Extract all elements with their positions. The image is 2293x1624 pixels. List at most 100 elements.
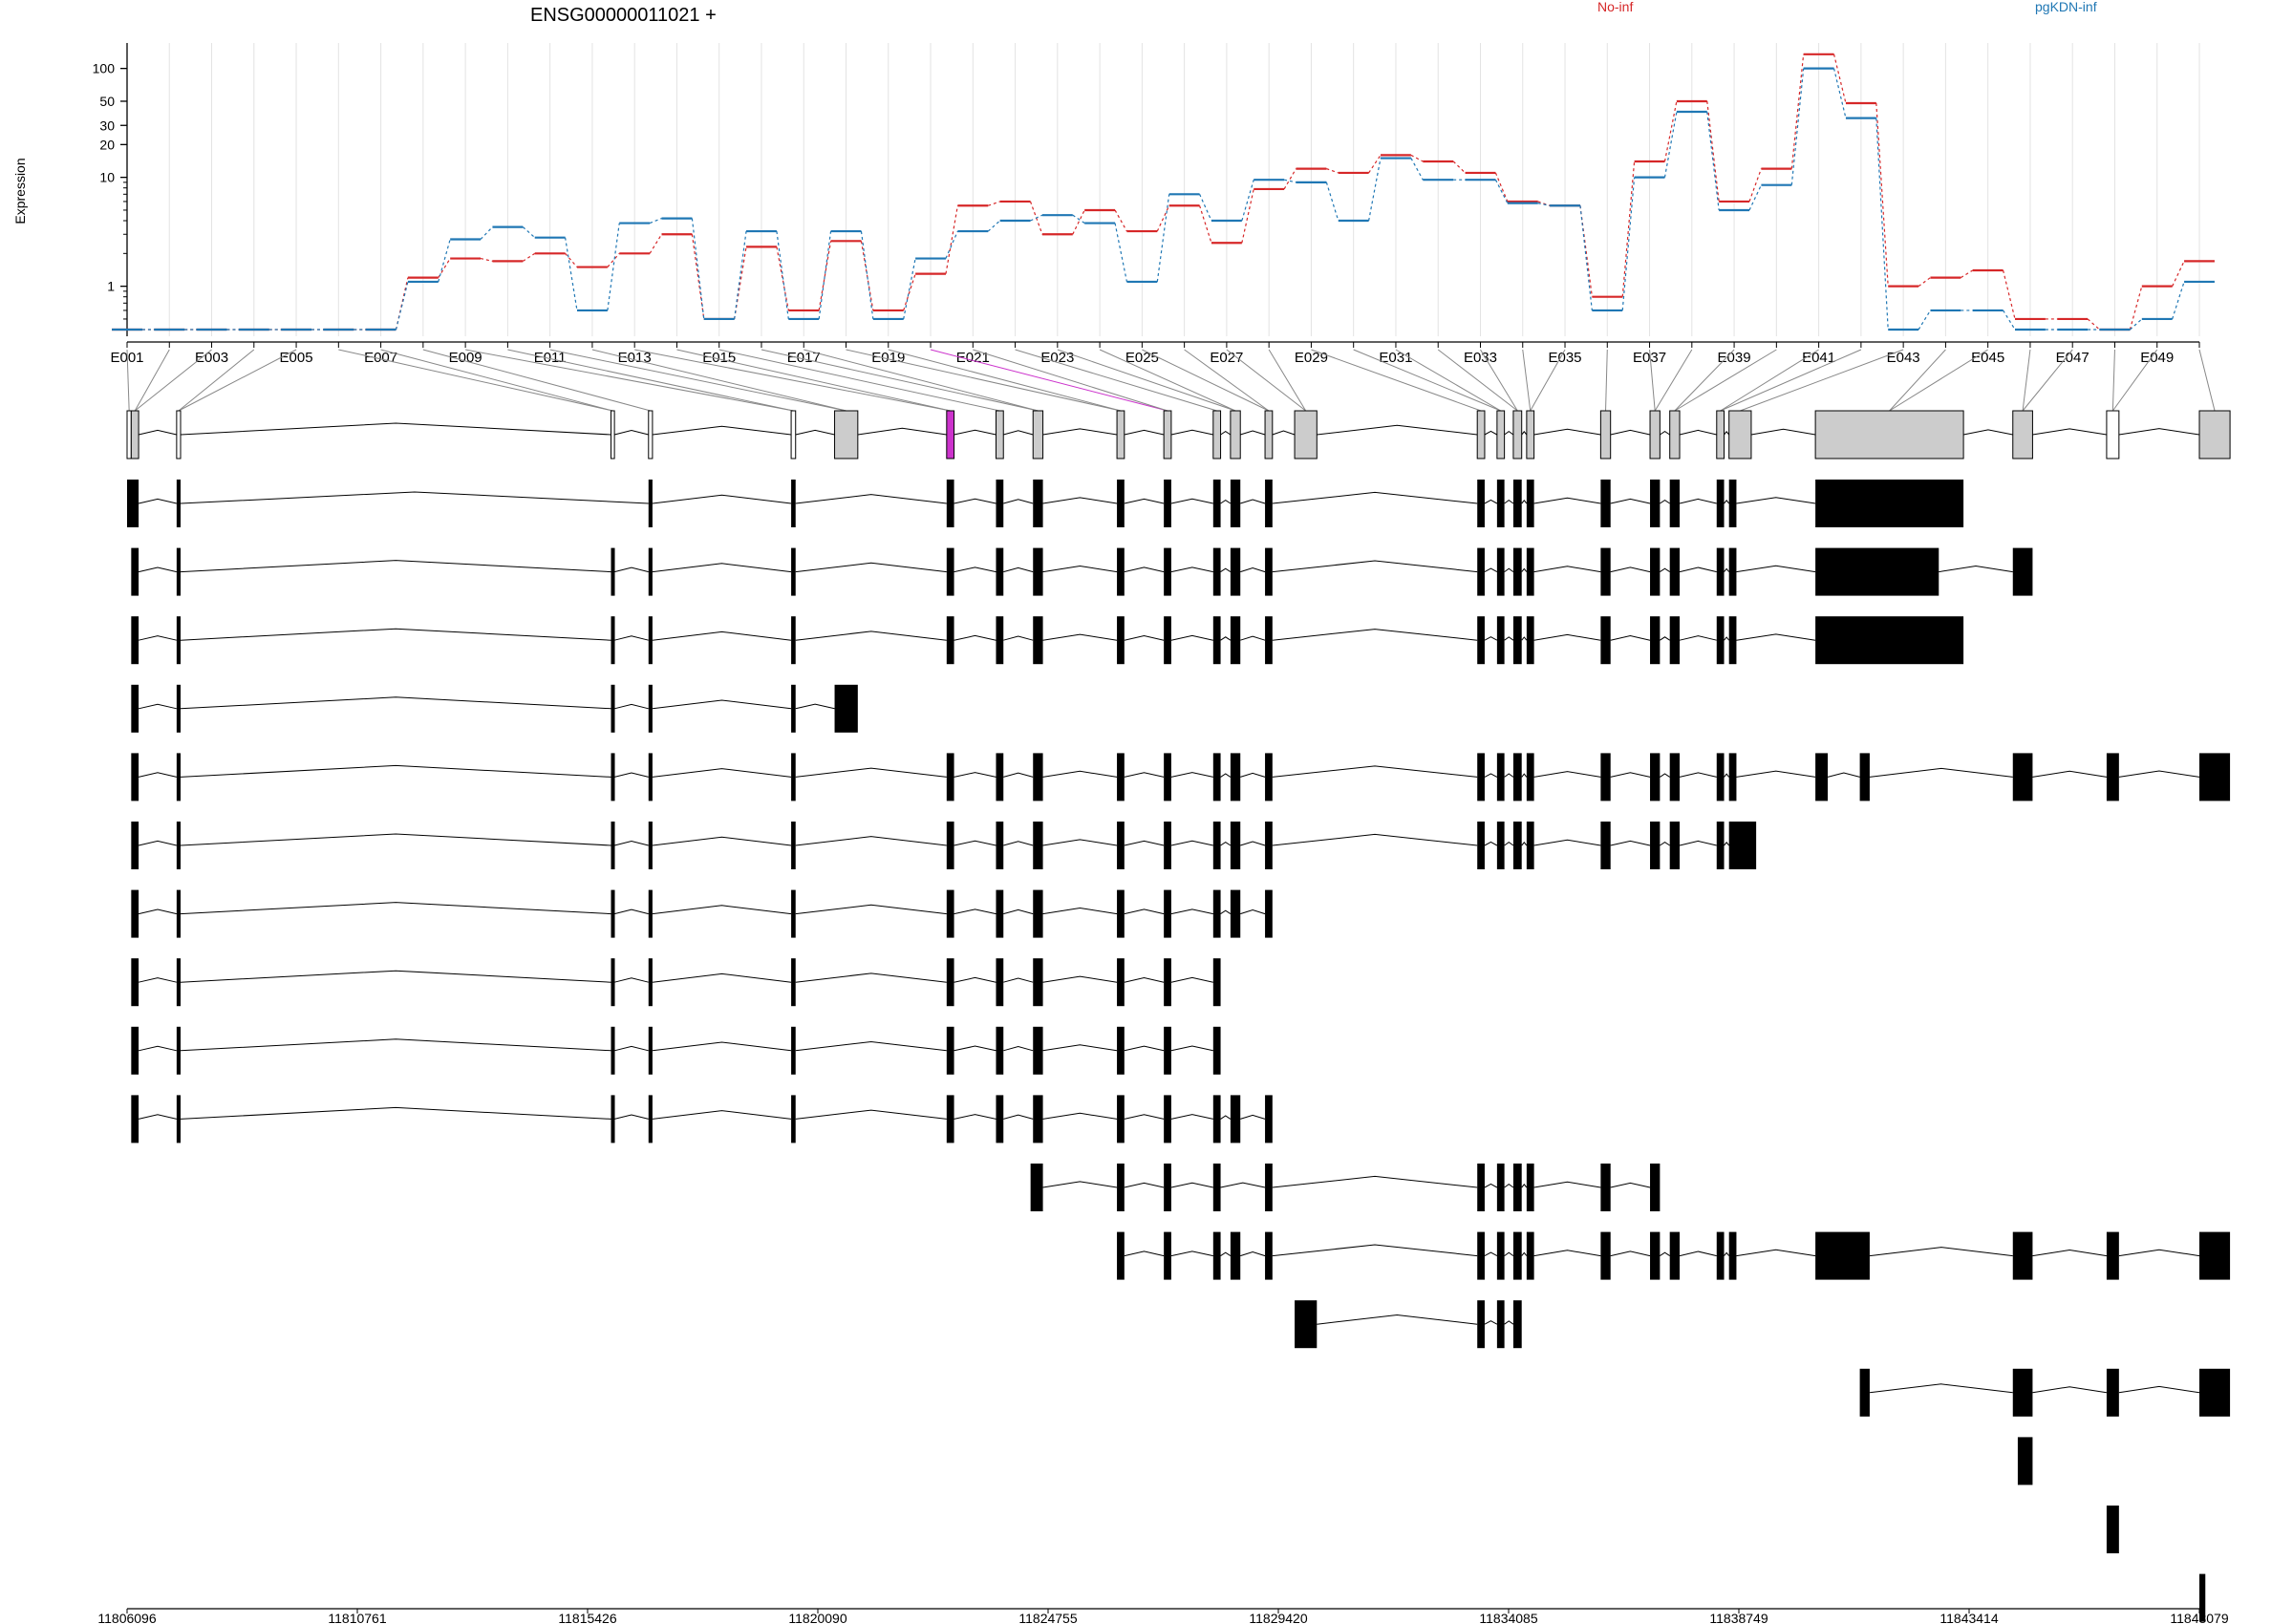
connector bbox=[649, 233, 663, 254]
transcript-exon bbox=[611, 753, 615, 801]
connector bbox=[1748, 184, 1762, 211]
transcript-exon bbox=[1526, 616, 1534, 665]
intron bbox=[1003, 977, 1034, 983]
intron bbox=[1504, 773, 1514, 778]
intron bbox=[614, 908, 649, 915]
transcript bbox=[131, 1026, 1221, 1075]
intron bbox=[180, 696, 611, 710]
transcript-exon bbox=[996, 480, 1004, 527]
intron bbox=[1660, 499, 1670, 504]
intron bbox=[1003, 841, 1034, 846]
intron bbox=[1869, 1383, 2013, 1394]
x-tick-label: E037 bbox=[1633, 350, 1666, 366]
transcript-exon bbox=[648, 889, 653, 938]
connector bbox=[1030, 214, 1043, 222]
transcript-exon bbox=[1650, 753, 1661, 801]
intron bbox=[614, 635, 649, 641]
transcript-exon bbox=[611, 889, 615, 938]
transcript-exon bbox=[1033, 547, 1043, 596]
x-tick-label: E043 bbox=[1887, 350, 1920, 366]
connector bbox=[1241, 188, 1254, 244]
y-tick-label: 1 bbox=[107, 279, 115, 294]
gene-model-exon bbox=[126, 410, 132, 459]
transcript-exon bbox=[791, 822, 796, 869]
exon-connector bbox=[930, 349, 1168, 412]
exon-connector bbox=[761, 349, 1039, 412]
transcript-exon bbox=[176, 684, 182, 733]
intron bbox=[138, 1045, 177, 1052]
intron bbox=[1272, 1175, 1478, 1188]
intron bbox=[1521, 499, 1528, 504]
gene-model-exon bbox=[176, 410, 182, 459]
transcript-exon bbox=[1477, 547, 1485, 596]
exon-connector bbox=[422, 349, 651, 412]
intron bbox=[1272, 833, 1478, 846]
intron bbox=[614, 841, 649, 846]
transcript-exon bbox=[1650, 822, 1661, 869]
transcript-exon bbox=[946, 958, 954, 1007]
connector bbox=[1199, 194, 1212, 222]
connector bbox=[1198, 205, 1212, 244]
intron bbox=[1240, 1114, 1266, 1120]
connector bbox=[1961, 269, 1974, 279]
gene-model bbox=[126, 410, 2231, 459]
exon-connector bbox=[846, 349, 1122, 412]
y-tick-label: 20 bbox=[99, 137, 115, 152]
coordinate-tick-label: 11824755 bbox=[1018, 1611, 1077, 1624]
intron bbox=[180, 1106, 611, 1120]
transcript-exon bbox=[946, 822, 954, 869]
transcript-exon bbox=[1496, 480, 1505, 527]
intron bbox=[1533, 497, 1601, 504]
transcript-exon bbox=[1600, 547, 1611, 596]
intron bbox=[1220, 909, 1232, 915]
transcript-exon bbox=[1265, 1095, 1273, 1143]
intron bbox=[614, 1045, 649, 1052]
connector bbox=[903, 258, 916, 320]
exon-connector bbox=[2111, 349, 2115, 412]
connector bbox=[1621, 160, 1636, 297]
transcript-exon bbox=[1117, 1095, 1125, 1143]
connector bbox=[1832, 53, 1847, 104]
transcript-exon bbox=[1600, 822, 1611, 869]
intron bbox=[652, 563, 792, 573]
gene-model-exon bbox=[1649, 410, 1661, 459]
connector bbox=[987, 220, 1001, 232]
intron bbox=[1533, 428, 1601, 436]
connector bbox=[1790, 68, 1805, 185]
intron bbox=[795, 494, 947, 504]
x-tick-label: E029 bbox=[1295, 350, 1328, 366]
intron bbox=[1124, 1045, 1165, 1052]
gene-model-exon bbox=[1496, 410, 1506, 459]
connector bbox=[691, 218, 705, 320]
intron bbox=[1484, 430, 1498, 436]
transcript-exon bbox=[1477, 822, 1485, 869]
transcript-exon bbox=[1230, 480, 1241, 527]
transcript-exon bbox=[2012, 753, 2033, 801]
intron bbox=[1660, 636, 1670, 641]
intron bbox=[614, 703, 649, 710]
connector bbox=[522, 226, 536, 239]
coordinate-tick-label: 11806096 bbox=[97, 1611, 156, 1624]
connector bbox=[1114, 209, 1127, 232]
connector bbox=[1410, 154, 1424, 162]
coordinate-tick-label: 11815426 bbox=[558, 1611, 616, 1624]
intron bbox=[795, 904, 947, 915]
transcript-exon bbox=[648, 1095, 653, 1143]
intron bbox=[1521, 430, 1528, 436]
transcript-exon bbox=[996, 1095, 1004, 1143]
transcript-exon bbox=[1526, 480, 1534, 527]
exon-connector bbox=[178, 349, 297, 412]
exon-connector bbox=[126, 349, 130, 412]
intron bbox=[1660, 841, 1670, 846]
transcript-exon bbox=[1164, 1026, 1171, 1075]
intron bbox=[1124, 635, 1165, 641]
series-pgkdn-inf bbox=[112, 67, 2215, 331]
connector bbox=[1579, 205, 1593, 310]
transcript bbox=[131, 547, 2033, 596]
transcript-exon bbox=[1669, 1231, 1681, 1280]
transcript-exon bbox=[1117, 616, 1125, 665]
connector bbox=[1621, 177, 1636, 310]
transcript-exon bbox=[1265, 547, 1273, 596]
exon-connector bbox=[1530, 349, 1566, 412]
transcript-exon bbox=[1164, 616, 1171, 665]
